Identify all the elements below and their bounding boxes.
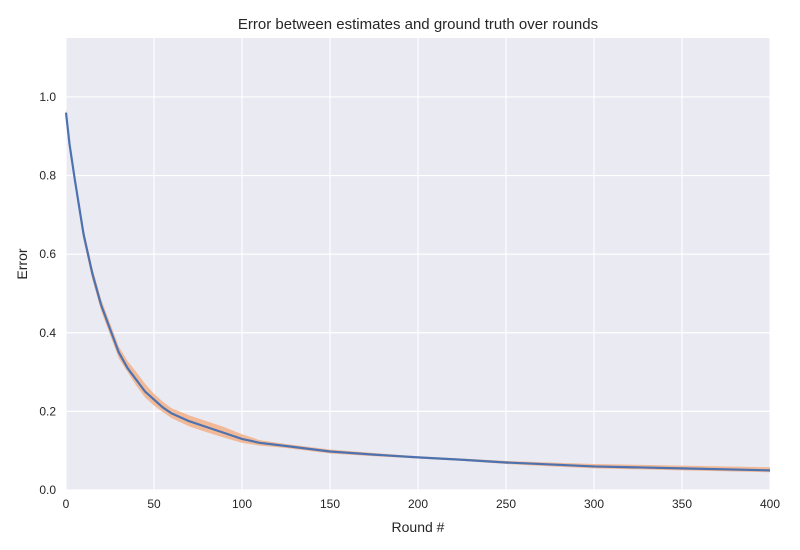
x-tick-label: 0 <box>63 497 70 511</box>
y-tick-label: 1.0 <box>39 90 56 104</box>
x-tick-label: 200 <box>408 497 428 511</box>
horizontal-grid <box>66 96 770 491</box>
y-tick-label: 0.4 <box>39 326 56 340</box>
x-tick-label: 100 <box>232 497 252 511</box>
y-tick-label: 0.0 <box>39 483 56 497</box>
y-tick-label: 0.8 <box>39 169 56 183</box>
x-tick-label: 50 <box>147 497 161 511</box>
x-tick-label: 250 <box>496 497 516 511</box>
mean-error-line <box>64 112 771 472</box>
y-axis-tick-labels: 0.0 0.2 0.4 0.6 0.8 1.0 <box>39 90 56 497</box>
x-tick-label: 350 <box>672 497 692 511</box>
chart-title: Error between estimates and ground truth… <box>238 16 598 33</box>
y-axis-label: Error <box>14 248 30 279</box>
y-tick-label: 0.6 <box>39 247 56 261</box>
x-axis-label: Round # <box>392 519 445 535</box>
x-axis-tick-labels: 0 50 100 150 200 250 300 350 400 <box>63 497 781 511</box>
x-tick-label: 400 <box>760 497 780 511</box>
x-tick-label: 150 <box>320 497 340 511</box>
x-tick-label: 300 <box>584 497 604 511</box>
y-tick-label: 0.2 <box>39 404 56 418</box>
